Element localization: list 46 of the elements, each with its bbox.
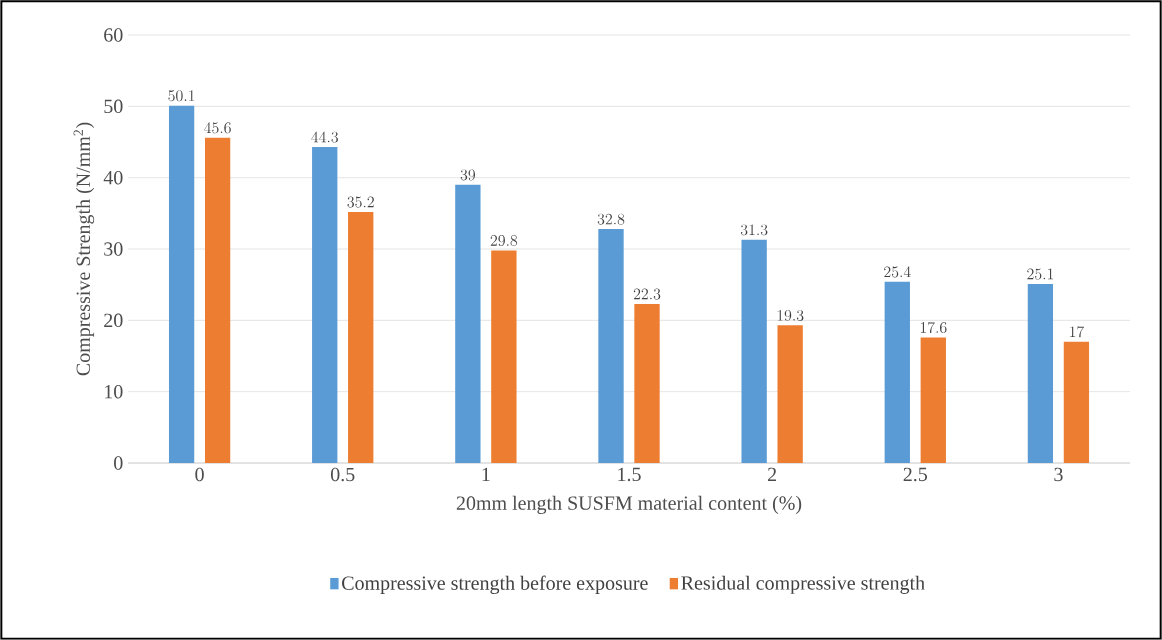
data-label: 39 (460, 169, 476, 181)
y-tick-label: 20 (104, 313, 123, 328)
bar (598, 229, 624, 463)
bar (920, 337, 946, 463)
data-label: 19.3 (777, 309, 804, 321)
data-label: 31 .3 (740, 224, 768, 236)
x-tick-label: 0 (195, 467, 204, 482)
x-axis-title: 20mm length SUSFM material content (%) (456, 495, 802, 514)
x-tick-label: 1 (482, 467, 490, 481)
data-label: 44.3 (311, 131, 338, 143)
data-label: 32.8 (597, 213, 625, 225)
x-tick-label: 2 (768, 467, 777, 481)
bar (204, 137, 231, 463)
y-tick-label: 50 (104, 99, 123, 114)
x-tick-label: 1.5 (618, 467, 641, 482)
bar (1063, 341, 1090, 463)
bar (1027, 283, 1054, 463)
bar (777, 325, 803, 463)
bar (634, 303, 660, 463)
x-tick-label: 2.5 (903, 467, 928, 482)
bar (884, 281, 910, 463)
y-tick-label: 60 (104, 28, 123, 42)
data-label: 25. 1 (1027, 268, 1054, 280)
data-label: 22.3 (633, 288, 661, 300)
bar (741, 239, 767, 463)
y-tick-label: 40 (103, 170, 123, 185)
y-tick-label: 0 (114, 456, 123, 470)
data-label: 35.2 (347, 196, 374, 208)
data-label: 17 (1070, 326, 1085, 338)
legend-label: Residual compressive strength (681, 575, 925, 594)
data-label: 25.4 (884, 266, 911, 278)
bar (348, 211, 374, 463)
bar (491, 250, 517, 463)
data-label: 45.6 (204, 122, 231, 134)
bar (168, 105, 195, 463)
data-label: 50. 1 (168, 90, 195, 102)
bar (455, 184, 481, 463)
bar (312, 147, 338, 463)
y-tick-label: 10 (105, 384, 123, 399)
x-tick-label: 3 (1054, 467, 1063, 482)
legend-label: Compressive strength before exposure (342, 575, 648, 594)
y-axis-title: Compressive Strength (N/mm$^{2}$) (73, 122, 95, 376)
data-label: 29.8 (490, 235, 518, 247)
y-tick-label: 30 (104, 242, 123, 256)
x-tick-label: 0.5 (330, 467, 355, 482)
data-label: 17.6 (920, 321, 947, 334)
